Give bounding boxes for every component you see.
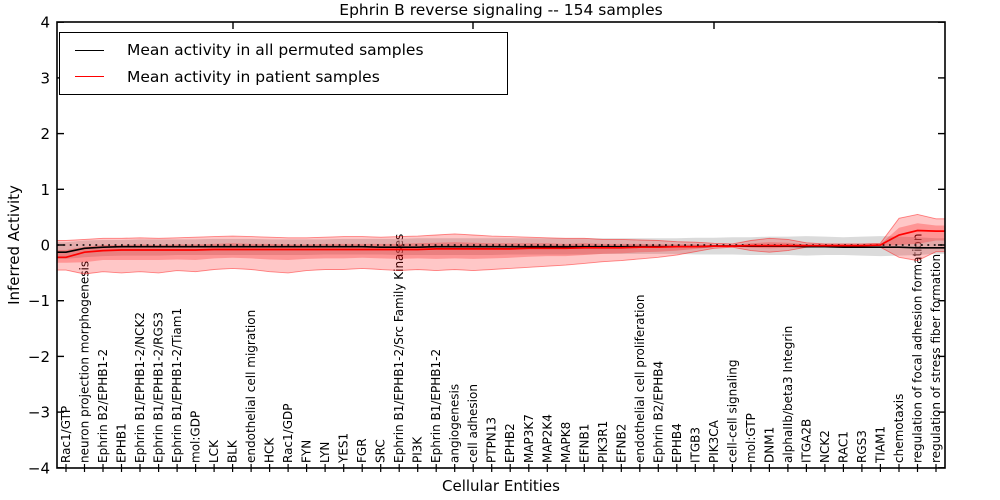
x-tick-label: cell adhesion (466, 384, 480, 463)
x-tick-label: BLK (226, 439, 240, 463)
x-tick-label: PIK3R1 (596, 421, 610, 463)
x-tick-label: mol:GTP (744, 413, 758, 463)
x-tick-label: endothelial cell migration (244, 310, 258, 463)
x-tick-label: MAPK8 (559, 422, 573, 463)
permuted-line-swatch (75, 49, 104, 51)
y-tick-label: −4 (28, 459, 50, 477)
x-tick-label: SRC (374, 439, 388, 463)
x-tick-label: regulation of stress fiber formation (929, 254, 943, 463)
x-tick-label: FYN (300, 440, 314, 463)
x-tick-label: Ephrin B1/EPHB1-2 (429, 349, 443, 463)
y-axis-label: Inferred Activity (5, 185, 23, 305)
x-tick-label: Rac1/GTP (59, 406, 73, 463)
x-tick-label: LCK (207, 439, 221, 463)
y-tick-label: 2 (40, 125, 50, 143)
x-tick-label: EPHB4 (670, 423, 684, 463)
x-tick-label: Ephrin B2/EPHB4 (651, 361, 665, 463)
x-tick-label: HCK (263, 437, 277, 463)
x-tick-label: endothelial cell proliferation (633, 295, 647, 463)
x-tick-label: cell-cell signaling (725, 360, 739, 464)
y-tick-label: −2 (28, 348, 50, 366)
x-tick-label: FGR (355, 438, 369, 463)
y-tick-label: −1 (28, 292, 50, 310)
x-tick-label: RAC1 (836, 431, 850, 463)
x-tick-label: ITGB3 (688, 427, 702, 463)
legend-label-permuted: Mean activity in all permuted samples (127, 41, 424, 60)
permuted-mean-line (57, 245, 945, 254)
x-tick-label: EFNB1 (577, 424, 591, 463)
patient-line-swatch (75, 76, 104, 78)
x-tick-label: alphaIIb/beta3 Integrin (781, 326, 795, 463)
x-tick-label: EPHB1 (115, 423, 129, 463)
x-tick-label: Ephrin B1/EPHB1-2/NCK2 (133, 312, 147, 463)
x-tick-label: mol:GDP (189, 411, 203, 463)
x-tick-label: RGS3 (855, 430, 869, 463)
x-tick-label: PIK3CA (707, 419, 721, 463)
x-tick-label: PTPN13 (485, 417, 499, 463)
x-tick-label: DNM1 (762, 427, 776, 463)
patient-band-inner (57, 223, 945, 263)
x-tick-label: NCK2 (818, 430, 832, 463)
y-tick-label: 0 (40, 237, 50, 255)
legend: Mean activity in all permuted samples Me… (59, 32, 508, 95)
y-tick-label: 4 (40, 14, 50, 32)
legend-label-patient: Mean activity in patient samples (127, 67, 380, 86)
x-axis-label: Cellular Entities (442, 477, 560, 495)
legend-item-permuted: Mean activity in all permuted samples (75, 41, 507, 59)
x-tick-label: LYN (318, 442, 332, 463)
x-tick-label: ITGA2B (799, 419, 813, 463)
x-tick-label: angiogenesis (448, 384, 462, 463)
x-tick-label: MAP2K4 (540, 414, 554, 463)
x-tick-label: Ephrin B1/EPHB1-2/RGS3 (152, 312, 166, 463)
x-tick-label: Ephrin B1/EPHB1-2/Src Family Kinases (392, 234, 406, 463)
y-tick-label: 3 (40, 69, 50, 87)
x-tick-label: neuron projection morphogenesis (78, 261, 92, 463)
chart-title: Ephrin B reverse signaling -- 154 sample… (339, 1, 663, 19)
x-tick-label: regulation of focal adhesion formation (911, 234, 925, 463)
x-tick-label: EPHB2 (503, 423, 517, 463)
x-tick-label: EFNB2 (614, 424, 628, 463)
x-tick-label: Rac1/GDP (281, 404, 295, 463)
x-tick-label: Ephrin B2/EPHB1-2 (96, 349, 110, 463)
x-tick-label: YES1 (337, 433, 351, 464)
legend-item-patient: Mean activity in patient samples (75, 68, 507, 86)
y-tick-label: 1 (40, 181, 50, 199)
x-tick-label: TIAM1 (873, 426, 887, 464)
x-tick-label: MAP3K7 (522, 414, 536, 463)
x-tick-label: Ephrin B1/EPHB1-2/Tiam1 (170, 308, 184, 463)
y-tick-label: −3 (28, 404, 50, 422)
x-tick-label: PI3K (411, 436, 425, 463)
x-tick-label: chemotaxis (892, 394, 906, 463)
patient-mean-line (57, 229, 945, 259)
